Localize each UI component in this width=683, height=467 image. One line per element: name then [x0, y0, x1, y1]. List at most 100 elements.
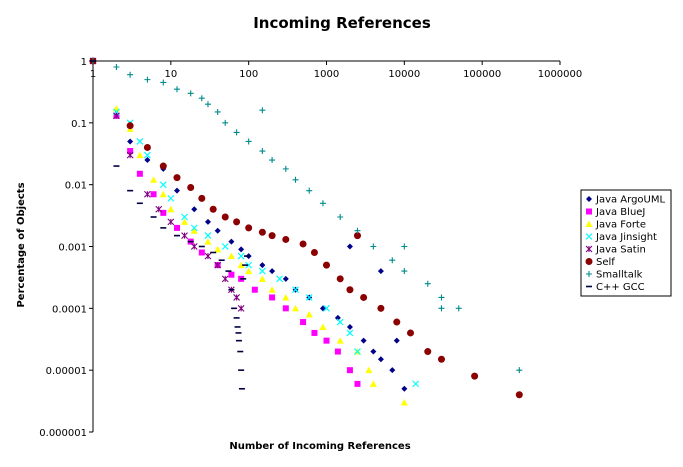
data-point [227, 252, 235, 260]
data-point [337, 213, 344, 220]
data-point [354, 380, 361, 387]
data-point [237, 350, 244, 353]
data-point [181, 218, 189, 225]
data-point [269, 157, 276, 164]
x-tick-label: 1 [90, 69, 96, 80]
data-point [235, 332, 242, 334]
legend-marker [586, 196, 592, 202]
legend-label: Self [596, 257, 615, 268]
data-point [269, 294, 276, 301]
data-point [319, 323, 327, 330]
data-marks [89, 57, 523, 406]
data-point [401, 243, 408, 250]
data-point [365, 366, 373, 374]
x-tick-label: 1000000 [538, 69, 583, 80]
data-point [181, 232, 188, 240]
data-point [167, 205, 175, 213]
series-java-forte [89, 57, 408, 406]
data-point [187, 90, 194, 97]
data-point [353, 232, 361, 240]
data-point [181, 213, 188, 221]
data-point [214, 108, 221, 115]
x-tick-label: 1000 [314, 69, 339, 80]
axes: 1 10 100 1000 10000 100000 1000000 1 0.1 0.01 0.00… [39, 57, 582, 439]
data-point [204, 238, 212, 245]
series-smalltalk [90, 58, 523, 374]
legend-label: C++ GCC [596, 282, 645, 293]
legend-label: Java ArgoUML [595, 195, 665, 206]
data-point [305, 294, 313, 301]
data-point [234, 326, 241, 328]
data-point [282, 275, 289, 282]
data-point [136, 170, 143, 177]
data-point [190, 224, 198, 232]
data-point [160, 227, 167, 229]
data-point [159, 181, 167, 189]
data-point [237, 252, 245, 260]
y-tick-label: 0.1 [71, 119, 87, 130]
data-point [218, 259, 225, 262]
data-point [221, 243, 229, 250]
data-point [370, 348, 377, 355]
data-point [515, 391, 523, 399]
x-tick-label: 100 [239, 69, 258, 80]
data-point [393, 337, 400, 344]
data-point [346, 243, 353, 250]
data-point [269, 268, 276, 275]
data-point [214, 245, 222, 253]
data-point [336, 275, 344, 283]
y-tick-label: 0.00001 [46, 366, 87, 377]
data-point [377, 268, 384, 275]
data-point [276, 275, 284, 283]
legend-label: Java Forte [595, 220, 646, 231]
data-point [187, 240, 194, 243]
data-point [191, 206, 198, 213]
series-java-bluej [90, 58, 361, 387]
data-point [173, 187, 180, 194]
legend-item: Smalltalk [586, 270, 643, 281]
data-point [173, 86, 180, 93]
data-point [143, 151, 151, 159]
data-point [305, 310, 313, 318]
legend-item: C++ GCC [586, 282, 645, 293]
data-point [238, 246, 245, 253]
data-point [323, 337, 330, 344]
data-point [258, 228, 266, 236]
data-point [113, 165, 120, 167]
data-point [369, 380, 377, 387]
legend-item: Java Forte [585, 220, 646, 231]
legend-marker [586, 271, 592, 277]
data-point [471, 372, 479, 380]
data-point [136, 151, 144, 159]
legend-label: Java Jinsight [595, 232, 657, 243]
data-point [190, 243, 198, 250]
data-point [245, 267, 253, 275]
data-point [235, 339, 242, 342]
legend-item: Self [585, 257, 615, 268]
data-point [516, 367, 523, 374]
data-point [336, 318, 344, 326]
data-point [406, 329, 414, 337]
data-point [113, 112, 120, 120]
data-point [173, 174, 181, 182]
data-point [243, 255, 250, 257]
data-point [251, 286, 258, 293]
data-point [310, 248, 318, 256]
data-point [173, 224, 180, 231]
legend-item: Java Satin [585, 245, 646, 256]
data-point [370, 243, 377, 250]
data-point [167, 218, 175, 226]
series-java-satin [89, 57, 245, 312]
data-point [113, 63, 120, 70]
x-axis-label: Number of Incoming References [229, 441, 410, 452]
x-tick-label: 10000 [388, 69, 420, 80]
data-point [238, 387, 245, 390]
data-point [438, 294, 445, 301]
data-point [401, 385, 408, 392]
legend-marker [585, 233, 593, 240]
data-point [334, 314, 341, 321]
data-point [282, 293, 290, 301]
data-point [437, 355, 445, 363]
data-point [150, 216, 157, 218]
data-point [334, 348, 341, 355]
